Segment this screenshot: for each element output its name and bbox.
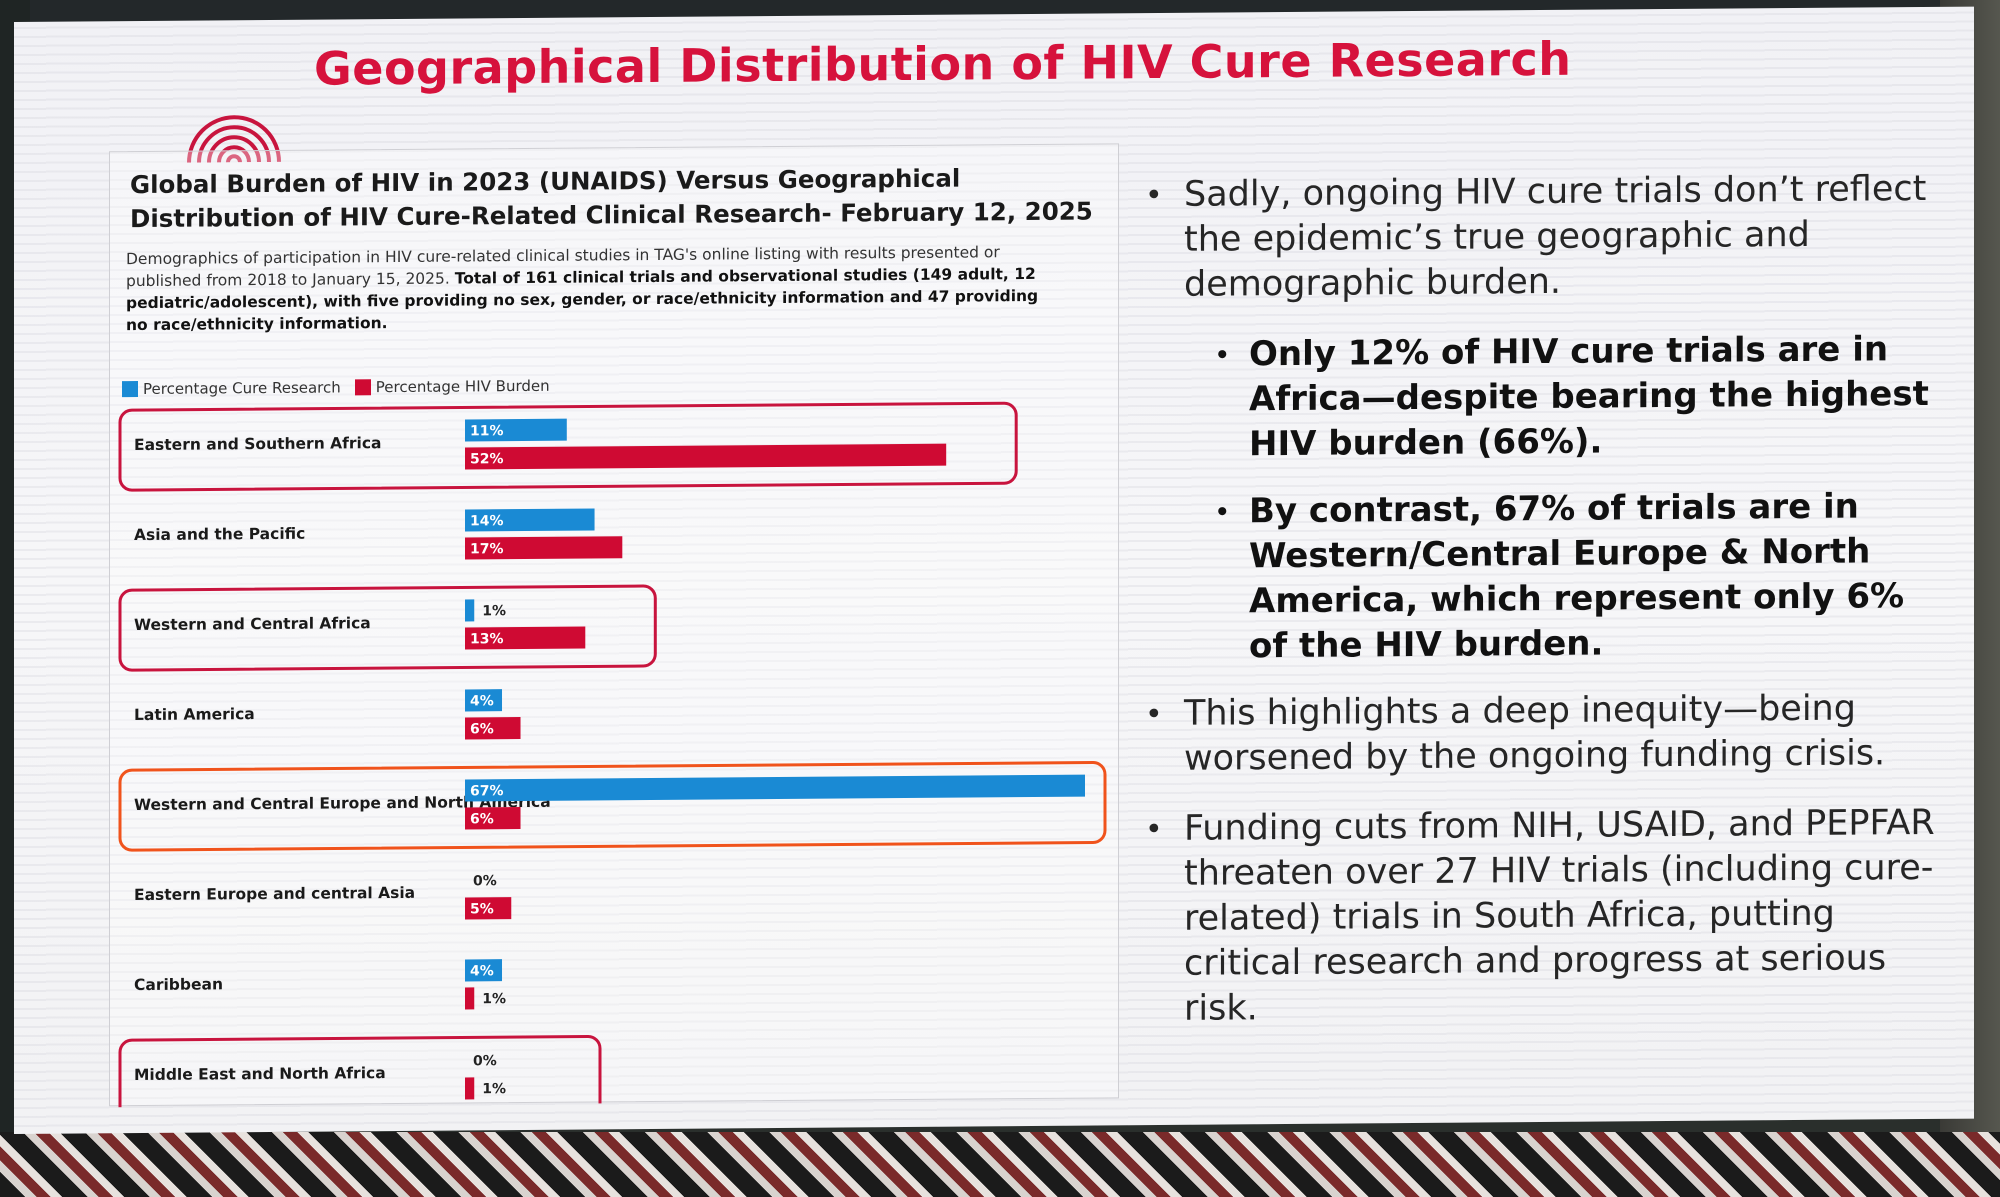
bullet-1: Sadly, ongoing HIV cure trials don’t ref… bbox=[1139, 167, 1939, 308]
category-label-asia-and-the-pacific: Asia and the Pacific bbox=[134, 525, 305, 544]
bar-hiv-burden-western-and-central-europe-and-north-america bbox=[465, 807, 521, 830]
data-label-cure-research-asia-and-the-pacific: 14% bbox=[470, 513, 504, 529]
bar-hiv-burden-eastern-and-southern-africa bbox=[465, 443, 947, 470]
bar-cure-research-eastern-and-southern-africa bbox=[465, 418, 567, 442]
bar-hiv-burden-caribbean bbox=[465, 987, 475, 1010]
bullet-list: Sadly, ongoing HIV cure trials don’t ref… bbox=[1139, 167, 1939, 1057]
data-label-cure-research-western-and-central-africa: 1% bbox=[482, 603, 506, 619]
category-label-latin-america: Latin America bbox=[134, 705, 255, 724]
sub-bullet-1: Only 12% of HIV cure trials are in Afric… bbox=[1139, 327, 1939, 468]
bullet-3: Funding cuts from NIH, USAID, and PEPFAR… bbox=[1139, 801, 1939, 1032]
bullet-2: This highlights a deep inequity—being wo… bbox=[1139, 686, 1939, 782]
bar-hiv-burden-asia-and-the-pacific bbox=[465, 536, 623, 560]
bar-cure-research-caribbean bbox=[465, 959, 503, 982]
bar-cure-research-western-and-central-africa bbox=[465, 599, 475, 622]
data-label-hiv-burden-eastern-and-southern-africa: 52% bbox=[470, 451, 504, 467]
data-label-hiv-burden-caribbean: 1% bbox=[482, 991, 506, 1007]
highlight-box-western-and-central-africa bbox=[118, 584, 657, 672]
fingerprint-logo-icon bbox=[187, 115, 281, 163]
bar-chart: Eastern and Southern Africa 11% 52% Asia an… bbox=[118, 401, 1107, 1108]
data-label-hiv-burden-middle-east-and-north-africa: 1% bbox=[482, 1081, 506, 1097]
data-label-cure-research-latin-america: 4% bbox=[470, 693, 494, 709]
data-label-hiv-burden-western-and-central-europe-and-north-america: 6% bbox=[470, 811, 494, 827]
bar-hiv-burden-eastern-europe-and-central-asia bbox=[465, 897, 512, 920]
chart-panel: Global Burden of HIV in 2023 (UNAIDS) Ve… bbox=[109, 143, 1119, 1108]
category-label-middle-east-and-north-africa: Middle East and North Africa bbox=[134, 1064, 386, 1084]
bar-hiv-burden-western-and-central-africa bbox=[465, 626, 586, 650]
slide-title: Geographical Distribution of HIV Cure Re… bbox=[314, 31, 1572, 96]
data-label-cure-research-eastern-and-southern-africa: 11% bbox=[470, 423, 504, 439]
data-label-hiv-burden-asia-and-the-pacific: 17% bbox=[470, 541, 504, 557]
presentation-slide: Geographical Distribution of HIV Cure Re… bbox=[14, 6, 1974, 1135]
category-label-western-and-central-africa: Western and Central Africa bbox=[134, 614, 371, 634]
category-label-eastern-and-southern-africa: Eastern and Southern Africa bbox=[134, 434, 381, 454]
bar-cure-research-asia-and-the-pacific bbox=[465, 508, 595, 532]
data-label-hiv-burden-latin-america: 6% bbox=[470, 721, 494, 737]
data-label-cure-research-eastern-europe-and-central-asia: 0% bbox=[473, 873, 497, 889]
sub-bullet-2: By contrast, 67% of trials are in Wester… bbox=[1139, 484, 1939, 670]
data-label-cure-research-middle-east-and-north-africa: 0% bbox=[473, 1053, 497, 1069]
category-label-western-and-central-europe-and-north-america: Western and Central Europe and North Ame… bbox=[134, 793, 551, 814]
data-label-cure-research-caribbean: 4% bbox=[470, 963, 494, 979]
bar-hiv-burden-middle-east-and-north-africa bbox=[465, 1077, 475, 1100]
bar-hiv-burden-latin-america bbox=[465, 717, 521, 740]
highlight-box-western-and-central-europe-and-north-america bbox=[118, 761, 1107, 852]
bar-cure-research-latin-america bbox=[465, 689, 503, 712]
data-label-hiv-burden-western-and-central-africa: 13% bbox=[470, 631, 504, 647]
highlight-box-eastern-and-southern-africa bbox=[118, 401, 1018, 492]
category-label-caribbean: Caribbean bbox=[134, 975, 223, 994]
bar-cure-research-western-and-central-europe-and-north-america bbox=[465, 774, 1085, 802]
category-label-eastern-europe-and-central-asia: Eastern Europe and central Asia bbox=[134, 884, 415, 904]
decorative-patterned-base bbox=[0, 1132, 2000, 1197]
data-label-hiv-burden-eastern-europe-and-central-asia: 5% bbox=[470, 901, 494, 917]
data-label-cure-research-western-and-central-europe-and-north-america: 67% bbox=[470, 783, 504, 799]
highlight-box-middle-east-and-north-africa bbox=[118, 1034, 602, 1108]
